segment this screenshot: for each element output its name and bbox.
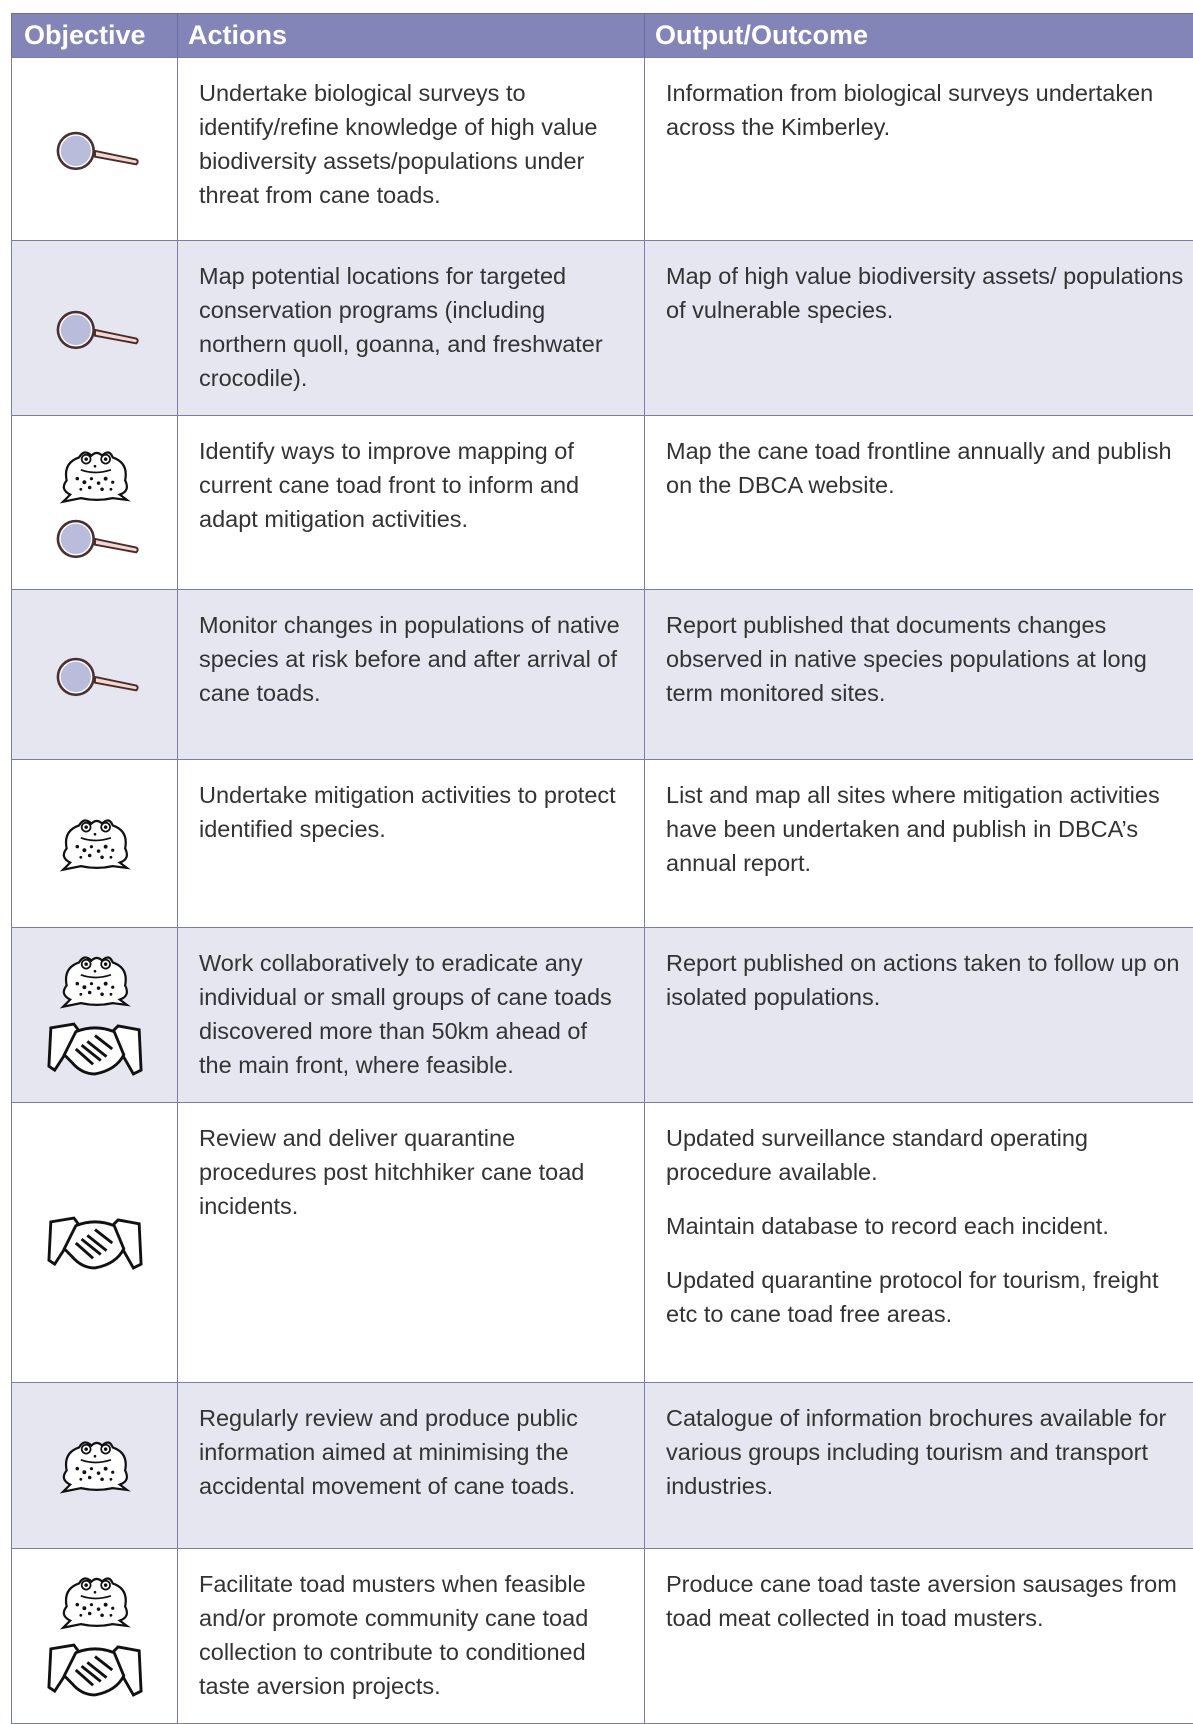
outcome-cell: Updated surveillance standard operating … — [645, 1103, 1193, 1383]
toad-icon — [47, 1571, 143, 1633]
outcome-text: Updated quarantine protocol for tourism,… — [666, 1263, 1184, 1331]
objectives-table: Objective Actions Output/Outcome Underta… — [11, 13, 1193, 1724]
action-cell: Undertake biological surveys to identify… — [178, 58, 645, 241]
magnifier-icon — [47, 513, 143, 561]
table-row: Work collaboratively to eradicate any in… — [12, 928, 1193, 1103]
action-text: Monitor changes in populations of native… — [199, 608, 624, 710]
table-row: Undertake biological surveys to identify… — [12, 58, 1193, 241]
objective-cell — [12, 1103, 178, 1383]
outcome-cell: Report published that documents changes … — [645, 590, 1193, 760]
action-text: Review and deliver quarantine procedures… — [199, 1121, 624, 1223]
toad-icon — [47, 950, 143, 1012]
outcome-cell: List and map all sites where mitigation … — [645, 760, 1193, 928]
action-text: Undertake biological surveys to identify… — [199, 76, 624, 212]
action-text: Work collaboratively to eradicate any in… — [199, 946, 624, 1082]
toad-icon — [47, 445, 143, 507]
action-text: Facilitate toad musters when feasible an… — [199, 1567, 624, 1703]
outcome-text: Produce cane toad taste aversion sausage… — [666, 1567, 1184, 1635]
table-row: Regularly review and produce public info… — [12, 1383, 1193, 1549]
toad-icon — [47, 813, 143, 875]
outcome-text: List and map all sites where mitigation … — [666, 778, 1184, 880]
outcome-cell: Catalogue of information brochures avail… — [645, 1383, 1193, 1549]
action-text: Identify ways to improve mapping of curr… — [199, 434, 624, 536]
action-cell: Facilitate toad musters when feasible an… — [178, 1549, 645, 1724]
action-cell: Identify ways to improve mapping of curr… — [178, 416, 645, 590]
outcome-text: Report published that documents changes … — [666, 608, 1184, 710]
outcome-text: Maintain database to record each inciden… — [666, 1209, 1184, 1243]
objective-cell — [12, 1383, 178, 1549]
outcome-cell: Map of high value biodiversity assets/ p… — [645, 241, 1193, 416]
outcome-cell: Report published on actions taken to fol… — [645, 928, 1193, 1103]
action-cell: Work collaboratively to eradicate any in… — [178, 928, 645, 1103]
outcome-text: Updated surveillance standard operating … — [666, 1121, 1184, 1189]
outcome-text: Catalogue of information brochures avail… — [666, 1401, 1184, 1503]
outcome-cell: Information from biological surveys unde… — [645, 58, 1193, 241]
action-text: Undertake mitigation activities to prote… — [199, 778, 624, 846]
outcome-text: Report published on actions taken to fol… — [666, 946, 1184, 1014]
action-cell: Regularly review and produce public info… — [178, 1383, 645, 1549]
handshake-icon — [47, 1639, 143, 1701]
objective-cell — [12, 58, 178, 241]
outcome-text: Map the cane toad frontline annually and… — [666, 434, 1184, 502]
objective-cell — [12, 416, 178, 590]
table-row: Review and deliver quarantine procedures… — [12, 1103, 1193, 1383]
magnifier-icon — [47, 125, 143, 173]
table-row: Map potential locations for targeted con… — [12, 241, 1193, 416]
action-cell: Monitor changes in populations of native… — [178, 590, 645, 760]
objective-cell — [12, 1549, 178, 1724]
header-cell: Actions — [178, 14, 645, 58]
outcome-text: Information from biological surveys unde… — [666, 76, 1184, 144]
objective-cell — [12, 928, 178, 1103]
objective-cell — [12, 241, 178, 416]
outcome-cell: Produce cane toad taste aversion sausage… — [645, 1549, 1193, 1724]
handshake-icon — [47, 1212, 143, 1274]
magnifier-icon — [47, 651, 143, 699]
objective-cell — [12, 760, 178, 928]
action-text: Regularly review and produce public info… — [199, 1401, 624, 1503]
action-cell: Map potential locations for targeted con… — [178, 241, 645, 416]
header-row: Objective Actions Output/Outcome — [12, 14, 1193, 58]
handshake-icon — [47, 1018, 143, 1080]
table-row: Facilitate toad musters when feasible an… — [12, 1549, 1193, 1724]
magnifier-icon — [47, 304, 143, 352]
outcome-text: Map of high value biodiversity assets/ p… — [666, 259, 1184, 327]
objective-cell — [12, 590, 178, 760]
header-cell: Objective — [12, 14, 178, 58]
table-row: Identify ways to improve mapping of curr… — [12, 416, 1193, 590]
table-row: Undertake mitigation activities to prote… — [12, 760, 1193, 928]
action-cell: Undertake mitigation activities to prote… — [178, 760, 645, 928]
outcome-cell: Map the cane toad frontline annually and… — [645, 416, 1193, 590]
action-text: Map potential locations for targeted con… — [199, 259, 624, 395]
action-cell: Review and deliver quarantine procedures… — [178, 1103, 645, 1383]
table-row: Monitor changes in populations of native… — [12, 590, 1193, 760]
toad-icon — [47, 1435, 143, 1497]
header-cell: Output/Outcome — [645, 14, 1193, 58]
